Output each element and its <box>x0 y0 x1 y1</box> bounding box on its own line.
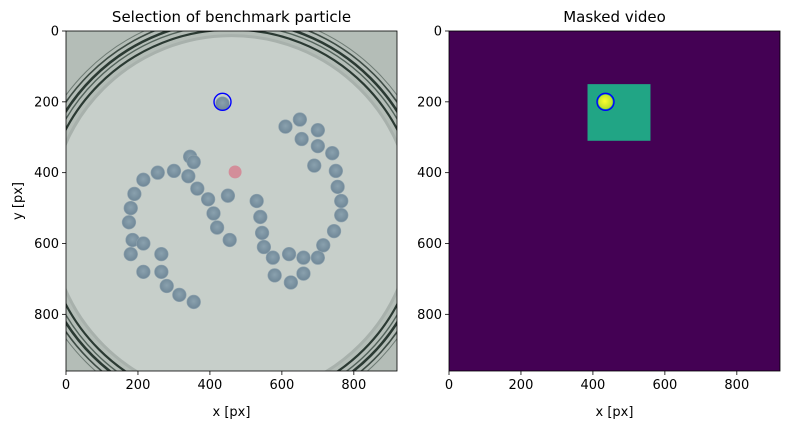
particle <box>136 264 151 279</box>
particle <box>154 246 169 262</box>
x-tick-label: 400 <box>580 378 605 393</box>
x-tick-label: 400 <box>197 378 222 393</box>
red-particle <box>228 165 242 179</box>
particle <box>220 188 236 203</box>
particle <box>172 287 187 302</box>
y-tick-label: 600 <box>417 237 442 252</box>
particle <box>253 209 268 225</box>
x-tick-label: 0 <box>445 378 453 393</box>
x-tick-label: 800 <box>724 378 749 393</box>
particle <box>127 186 142 202</box>
particle <box>186 294 201 310</box>
particle <box>123 246 138 262</box>
y-tick-label: 400 <box>34 166 59 181</box>
panel1-x-label: x [px] <box>213 405 251 420</box>
y-tick-label: 800 <box>34 308 59 323</box>
x-tick-label: 200 <box>509 378 534 393</box>
panel1-frame <box>65 30 398 372</box>
particle <box>256 239 272 255</box>
particle <box>307 158 322 173</box>
particle <box>154 264 169 279</box>
particle <box>186 154 201 170</box>
panel1-x-ticks: 0 200 400 600 800 <box>62 371 366 393</box>
particle <box>294 131 309 147</box>
particle <box>283 275 298 290</box>
panel1-title: Selection of benchmark particle <box>112 8 351 26</box>
particle <box>310 250 325 265</box>
panel-selection: Selection of benchmark particle 0 200 400 6… <box>11 8 398 420</box>
y-tick-label: 0 <box>434 25 442 40</box>
particle <box>249 193 264 209</box>
panel2-image-bg <box>449 31 780 371</box>
x-tick-label: 600 <box>269 378 294 393</box>
particle <box>123 200 138 216</box>
y-tick-label: 600 <box>34 237 59 252</box>
panel2-y-ticks: 0 200 400 600 800 <box>417 25 449 323</box>
particle <box>209 220 225 235</box>
particle <box>292 112 307 127</box>
particle <box>136 172 151 187</box>
particle <box>334 208 349 223</box>
x-tick-label: 800 <box>341 378 366 393</box>
dish-inner <box>66 35 397 371</box>
masked-particle <box>598 94 613 110</box>
petri-dish <box>66 31 397 371</box>
selection-marker <box>596 92 615 112</box>
y-tick-label: 800 <box>417 308 442 323</box>
x-tick-label: 600 <box>652 378 677 393</box>
particle <box>325 146 340 161</box>
panel2-image <box>449 31 780 371</box>
selection-marker <box>213 92 232 112</box>
particle <box>136 236 151 251</box>
y-tick-label: 200 <box>34 95 59 110</box>
panel-masked: Masked video 0 200 400 600 800 0 200 400 600 800… <box>417 8 781 420</box>
particle <box>166 163 182 179</box>
particle <box>150 165 165 180</box>
particle <box>310 138 325 154</box>
particle <box>296 250 311 265</box>
particle <box>222 232 237 248</box>
particle <box>330 179 345 194</box>
particle <box>200 192 216 207</box>
particle <box>281 246 297 262</box>
particle <box>278 119 293 134</box>
particle <box>265 250 281 265</box>
particle <box>254 225 270 241</box>
panel1-y-label: y [px] <box>11 182 26 220</box>
particle <box>206 206 221 221</box>
particle <box>334 193 349 209</box>
particle <box>159 278 174 294</box>
panel2-title: Masked video <box>563 8 666 26</box>
panel2-x-label: x [px] <box>596 405 634 420</box>
panel1-image <box>66 31 397 371</box>
particle <box>296 266 311 281</box>
particle <box>267 268 282 283</box>
dish-edge <box>66 34 397 371</box>
particle <box>328 163 343 179</box>
panel1-y-ticks: 0 200 400 600 800 <box>34 25 66 323</box>
y-tick-label: 0 <box>51 25 59 40</box>
x-tick-label: 0 <box>62 378 70 393</box>
particle <box>310 123 325 138</box>
y-tick-label: 200 <box>417 95 442 110</box>
panel2-frame <box>448 30 781 372</box>
mask-region <box>587 84 651 141</box>
particle <box>316 238 331 253</box>
y-tick-label: 400 <box>417 166 442 181</box>
particle <box>326 223 342 239</box>
x-tick-label: 200 <box>126 378 151 393</box>
particles <box>121 96 349 310</box>
particle <box>121 215 137 230</box>
particle <box>190 181 205 196</box>
panel2-x-ticks: 0 200 400 600 800 <box>445 371 749 393</box>
particle <box>181 169 196 184</box>
